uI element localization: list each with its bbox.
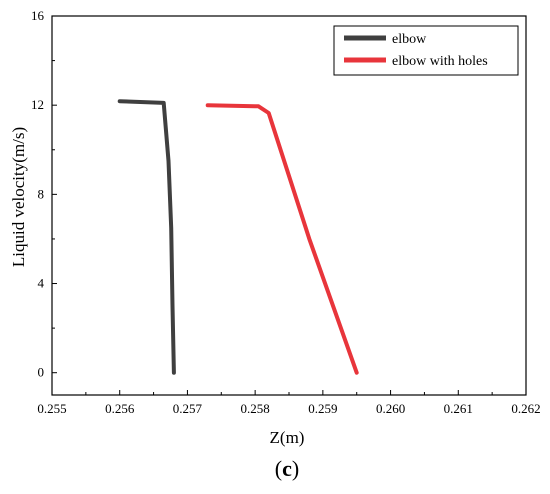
x-tick-label: 0.257	[173, 401, 203, 416]
legend-label-elbow-with-holes: elbow with holes	[392, 54, 488, 69]
x-tick-label: 0.255	[37, 401, 66, 416]
axes: 0.255 0.256 0.257 0.258 0.259 0.260 0.261 0.262…	[31, 8, 541, 416]
legend: elbow elbow with holes	[333, 25, 519, 76]
legend-box	[333, 25, 519, 76]
y-axis-title: Liquid velocity(m/s)	[9, 127, 28, 267]
x-tick-label: 0.259	[308, 401, 337, 416]
y-tick-label: 0	[38, 365, 45, 380]
series-group	[117, 99, 359, 375]
series-line-elbow-with-holes	[205, 103, 359, 375]
panel-label: (c)	[275, 456, 299, 481]
x-tick-label: 0.256	[105, 401, 135, 416]
legend-label-elbow: elbow	[392, 32, 427, 47]
x-axis-title: Z(m)	[270, 428, 305, 447]
y-tick-label: 16	[31, 8, 45, 23]
y-tick-label: 12	[31, 97, 44, 112]
x-tick-label: 0.260	[376, 401, 405, 416]
x-tick-label: 0.261	[444, 401, 473, 416]
series-line-elbow	[117, 99, 176, 375]
x-tick-label: 0.262	[511, 401, 540, 416]
x-tick-label: 0.258	[241, 401, 270, 416]
y-tick-label: 8	[38, 186, 45, 201]
y-tick-label: 4	[38, 276, 45, 291]
